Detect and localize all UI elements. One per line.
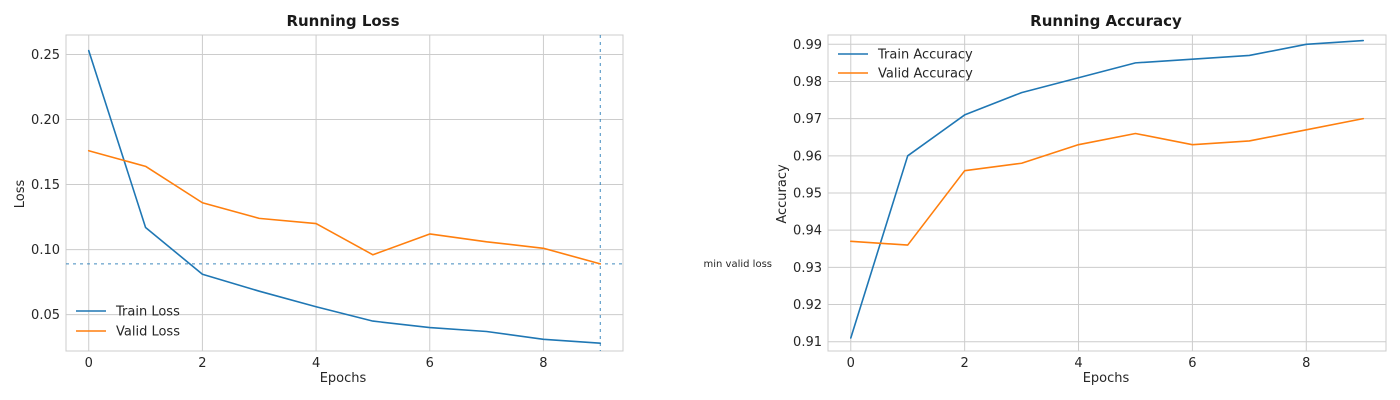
loss-legend-label: Train Loss <box>115 305 180 320</box>
accuracy-x-tick-label: 8 <box>1302 356 1310 371</box>
loss-y-axis-label: Loss <box>13 180 28 209</box>
accuracy-x-tick-label: 0 <box>847 356 855 371</box>
accuracy-y-axis-label: Accuracy <box>775 164 790 224</box>
accuracy-y-tick-label: 0.96 <box>793 149 822 164</box>
accuracy-chart: Running Accuracy 0 2 4 6 8 0.91 0.92 0.93 0.94 0.… <box>775 12 1387 386</box>
loss-x-tick-label: 8 <box>539 356 547 371</box>
loss-legend-label: Valid Loss <box>116 325 180 340</box>
loss-chart: Running Loss 0 2 4 6 8 0.05 0.10 0.15 0.20 0.25 m… <box>13 12 772 386</box>
accuracy-y-tick-label: 0.92 <box>793 298 822 313</box>
loss-y-tick-label: 0.10 <box>31 243 60 258</box>
accuracy-plot-frame <box>827 34 1387 352</box>
accuracy-x-tick-label: 6 <box>1188 356 1196 371</box>
accuracy-y-tick-label: 0.98 <box>793 75 822 90</box>
accuracy-y-tick-label: 0.91 <box>793 335 822 350</box>
loss-x-axis-label: Epochs <box>320 371 367 386</box>
accuracy-chart-title: Running Accuracy <box>1030 12 1182 30</box>
loss-y-tick-label: 0.25 <box>31 48 60 63</box>
accuracy-legend-label: Train Accuracy <box>877 48 973 63</box>
accuracy-y-tick-label: 0.97 <box>793 112 822 127</box>
loss-y-tick-label: 0.15 <box>31 178 60 193</box>
loss-y-tick-label: 0.05 <box>31 308 60 323</box>
accuracy-y-tick-label: 0.93 <box>793 261 822 276</box>
accuracy-x-tick-label: 4 <box>1074 356 1082 371</box>
loss-min-valid-loss-label: min valid loss <box>704 259 772 270</box>
loss-x-tick-label: 6 <box>426 356 434 371</box>
loss-plot-frame <box>65 34 624 352</box>
accuracy-series-line-train <box>849 39 1365 339</box>
accuracy-x-axis-label: Epochs <box>1083 371 1130 386</box>
accuracy-y-tick-label: 0.95 <box>793 187 822 202</box>
accuracy-legend-label: Valid Accuracy <box>878 67 973 82</box>
accuracy-y-tick-label: 0.99 <box>793 38 822 53</box>
accuracy-y-tick-label: 0.94 <box>793 224 822 239</box>
loss-x-tick-label: 0 <box>85 356 93 371</box>
loss-y-tick-label: 0.20 <box>31 113 60 128</box>
loss-x-tick-label: 2 <box>198 356 206 371</box>
loss-series-line-valid <box>87 149 602 265</box>
accuracy-x-tick-label: 2 <box>961 356 969 371</box>
loss-chart-title: Running Loss <box>286 12 399 30</box>
accuracy-series-line-valid <box>849 117 1365 246</box>
loss-x-tick-label: 4 <box>312 356 320 371</box>
loss-series-line-train <box>87 49 602 345</box>
